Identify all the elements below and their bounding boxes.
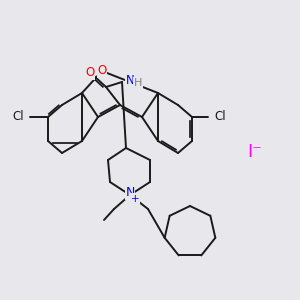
- Text: N: N: [126, 74, 135, 86]
- Text: O: O: [98, 64, 106, 77]
- Text: I⁻: I⁻: [248, 143, 262, 161]
- Text: O: O: [85, 67, 94, 80]
- Text: H: H: [134, 78, 142, 88]
- Text: N: N: [125, 187, 135, 200]
- Text: Cl: Cl: [214, 110, 226, 124]
- Text: Cl: Cl: [12, 110, 24, 124]
- Text: +: +: [131, 194, 139, 204]
